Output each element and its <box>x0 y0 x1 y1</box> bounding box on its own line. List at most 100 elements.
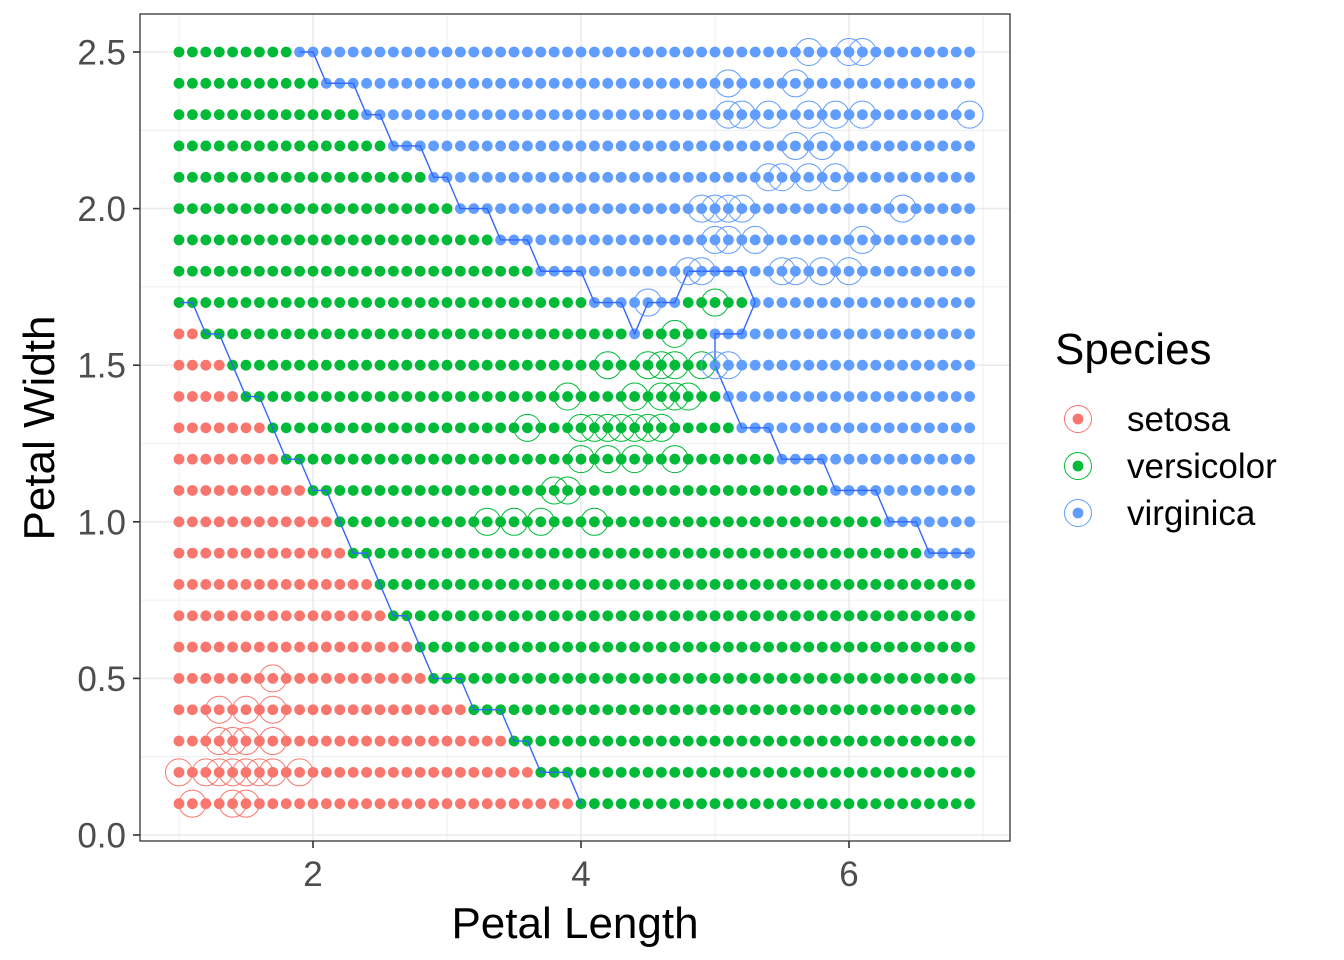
grid-point-versicolor <box>696 735 707 747</box>
grid-point-setosa <box>388 673 399 684</box>
grid-point-versicolor <box>696 704 707 716</box>
grid-point-versicolor <box>307 203 319 215</box>
grid-point-virginica <box>830 328 841 340</box>
grid-point-versicolor <box>267 77 279 89</box>
grid-point-versicolor <box>495 297 506 308</box>
grid-point-versicolor <box>294 422 305 434</box>
grid-point-versicolor <box>803 735 815 747</box>
grid-point-versicolor <box>937 735 949 747</box>
grid-point-virginica <box>937 297 949 308</box>
grid-point-virginica <box>763 77 774 89</box>
grid-point-setosa <box>240 673 252 684</box>
grid-point-versicolor <box>428 516 439 528</box>
grid-point-virginica <box>749 140 761 152</box>
grid-point-virginica <box>642 234 654 246</box>
grid-point-virginica <box>388 77 399 89</box>
grid-point-virginica <box>964 171 975 183</box>
grid-point-versicolor <box>508 516 520 528</box>
grid-point-versicolor <box>830 610 841 622</box>
grid-point-setosa <box>213 422 225 434</box>
grid-point-versicolor <box>455 453 466 465</box>
grid-point-versicolor <box>321 234 332 246</box>
grid-point-versicolor <box>803 766 815 778</box>
grid-point-virginica <box>950 328 962 340</box>
grid-point-versicolor <box>615 328 627 340</box>
grid-point-virginica <box>950 77 962 89</box>
grid-point-versicolor <box>602 453 614 465</box>
grid-point-virginica <box>642 203 654 215</box>
grid-point-versicolor <box>696 766 707 778</box>
grid-point-versicolor <box>388 171 399 183</box>
grid-point-versicolor <box>629 704 640 716</box>
grid-point-versicolor <box>937 704 949 716</box>
grid-point-versicolor <box>227 46 239 58</box>
grid-point-versicolor <box>388 234 399 246</box>
grid-point-versicolor <box>897 735 908 747</box>
grid-point-versicolor <box>481 485 493 496</box>
grid-point-versicolor <box>334 171 346 183</box>
grid-point-versicolor <box>495 391 506 402</box>
grid-point-versicolor <box>602 798 614 810</box>
grid-point-versicolor <box>776 516 788 528</box>
grid-point-virginica <box>964 46 975 58</box>
grid-point-virginica <box>924 359 935 371</box>
grid-point-virginica <box>897 77 908 89</box>
training-point-virginica <box>835 38 863 66</box>
grid-point-versicolor <box>749 735 761 747</box>
grid-point-versicolor <box>321 328 332 340</box>
grid-point-versicolor <box>455 641 466 653</box>
grid-point-versicolor <box>495 422 506 434</box>
grid-point-versicolor <box>441 453 453 465</box>
grid-point-versicolor <box>589 516 600 528</box>
grid-point-versicolor <box>615 735 627 747</box>
grid-point-versicolor <box>749 485 761 496</box>
grid-point-virginica <box>642 265 654 277</box>
grid-point-versicolor <box>843 766 855 778</box>
grid-point-versicolor <box>347 359 359 371</box>
grid-point-versicolor <box>736 735 748 747</box>
grid-point-setosa <box>334 798 346 810</box>
grid-point-versicolor <box>187 265 198 277</box>
grid-point-versicolor <box>200 297 212 308</box>
grid-point-versicolor <box>897 641 908 653</box>
grid-point-virginica <box>776 328 788 340</box>
grid-point-versicolor <box>522 641 533 653</box>
grid-point-versicolor <box>830 798 841 810</box>
grid-point-versicolor <box>615 766 627 778</box>
grid-point-setosa <box>280 485 292 496</box>
grid-point-versicolor <box>280 171 292 183</box>
grid-point-virginica <box>495 140 506 152</box>
grid-point-virginica <box>937 359 949 371</box>
grid-point-virginica <box>950 516 962 528</box>
grid-point-versicolor <box>575 641 587 653</box>
grid-point-versicolor <box>428 610 439 622</box>
grid-point-versicolor <box>656 766 667 778</box>
grid-point-versicolor <box>843 673 855 684</box>
grid-point-versicolor <box>776 798 788 810</box>
grid-point-virginica <box>843 453 855 465</box>
grid-point-virginica <box>790 328 801 340</box>
grid-point-setosa <box>267 453 279 465</box>
grid-point-setosa <box>307 516 319 528</box>
legend-label: virginica <box>1127 494 1256 533</box>
grid-point-versicolor <box>535 547 547 559</box>
grid-point-setosa <box>213 673 225 684</box>
grid-point-setosa <box>294 516 305 528</box>
grid-point-versicolor <box>682 798 694 810</box>
grid-point-versicolor <box>562 328 573 340</box>
grid-point-setosa <box>173 453 185 465</box>
grid-point-virginica <box>870 297 882 308</box>
grid-point-versicolor <box>280 422 292 434</box>
grid-point-virginica <box>857 328 868 340</box>
grid-point-setosa <box>388 641 399 653</box>
grid-point-setosa <box>294 704 305 716</box>
grid-point-versicolor <box>280 203 292 215</box>
grid-point-versicolor <box>602 641 614 653</box>
grid-point-virginica <box>548 46 560 58</box>
grid-point-versicolor <box>669 516 681 528</box>
grid-point-setosa <box>173 641 185 653</box>
grid-point-versicolor <box>830 766 841 778</box>
grid-point-versicolor <box>562 297 573 308</box>
grid-point-virginica <box>548 171 560 183</box>
grid-point-versicolor <box>897 547 908 559</box>
